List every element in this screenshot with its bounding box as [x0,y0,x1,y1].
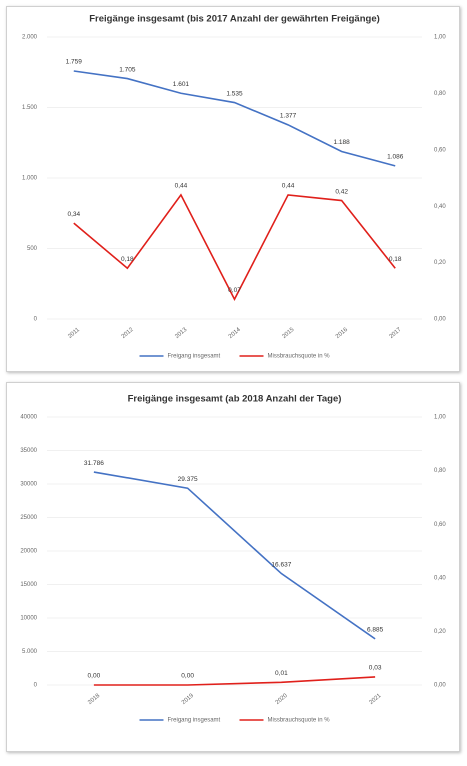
x-tick-label: 2021 [368,692,383,706]
value-label: 31.786 [84,460,104,467]
chart-title: Freigänge insgesamt (ab 2018 Anzahl der … [128,394,342,405]
y2-tick-label: 0,60 [434,522,446,528]
y-tick-label: 15000 [20,582,37,588]
chart-box: Freigänge insgesamt (ab 2018 Anzahl der … [6,382,460,752]
value-label: 0,01 [275,670,288,677]
series-line [93,676,376,686]
value-label: 0,44 [175,183,188,190]
series-line [93,471,376,640]
y-tick-label: 20000 [20,549,37,555]
x-tick-label: 2012 [121,326,136,340]
x-tick-label: 2018 [87,692,102,706]
x-tick-label: 2011 [67,327,81,340]
legend-label: Missbrauchsquote in % [268,718,331,724]
x-tick-label: 2015 [281,326,296,340]
chart: Freigänge insgesamt (bis 2017 Anzahl der… [22,14,446,360]
y-tick-label: 35000 [20,448,37,454]
value-label: 0,18 [389,256,402,263]
value-label: 0,34 [67,211,80,218]
legend-label: Freigang insgesamt [168,718,221,724]
value-label: 0,42 [335,188,348,195]
value-label: 1.086 [387,154,404,161]
y2-tick-label: 0,60 [434,147,446,153]
x-tick-label: 2019 [181,692,196,706]
value-label: 6.885 [367,627,384,634]
y2-tick-label: 1,00 [434,415,446,421]
value-label: 0,00 [88,673,101,680]
y2-tick-label: 0,20 [434,260,446,266]
y-tick-label: 1.000 [22,176,38,182]
series-line [73,70,396,167]
y2-tick-label: 1,00 [434,35,446,41]
y-tick-label: 10000 [20,616,37,622]
y-tick-label: 5.000 [22,649,38,655]
y-tick-label: 0 [34,683,38,689]
value-label: 0,03 [369,665,382,672]
value-label: 0,18 [121,256,134,263]
y2-tick-label: 0,40 [434,575,446,581]
x-tick-label: 2020 [275,692,290,706]
value-label: 16.637 [271,561,291,568]
value-label: 0,00 [181,673,194,680]
y2-tick-label: 0,00 [434,683,446,689]
y-tick-label: 30000 [20,482,37,488]
y-tick-label: 1.500 [22,105,38,111]
y-tick-label: 500 [27,246,38,252]
y2-tick-label: 0,00 [434,317,446,323]
x-tick-label: 2013 [174,326,189,340]
x-tick-label: 2017 [389,326,404,340]
value-label: 1.705 [119,66,136,73]
chart-title: Freigänge insgesamt (bis 2017 Anzahl der… [89,14,380,25]
value-label: 1.377 [280,113,297,120]
y2-tick-label: 0,80 [434,91,446,97]
value-label: 0,44 [282,183,295,190]
value-label: 1.188 [334,139,351,146]
y2-tick-label: 0,20 [434,629,446,635]
value-label: 1.601 [173,81,190,88]
value-label: 0,07 [228,287,241,294]
x-tick-label: 2014 [228,326,243,340]
x-tick-label: 2016 [335,326,350,340]
value-label: 1.535 [226,90,243,97]
y-tick-label: 0 [34,317,38,323]
chart-box: Freigänge insgesamt (bis 2017 Anzahl der… [6,6,460,372]
y2-tick-label: 0,80 [434,468,446,474]
y2-tick-label: 0,40 [434,204,446,210]
value-label: 1.759 [66,59,83,66]
y-tick-label: 2.000 [22,35,38,41]
value-label: 29.375 [178,476,198,483]
y-tick-label: 40000 [20,415,37,421]
chart: Freigänge insgesamt (ab 2018 Anzahl der … [20,394,446,724]
series-line [73,193,396,302]
legend-label: Freigang insgesamt [168,354,221,360]
legend-label: Missbrauchsquote in % [268,354,331,360]
y-tick-label: 25000 [20,515,37,521]
